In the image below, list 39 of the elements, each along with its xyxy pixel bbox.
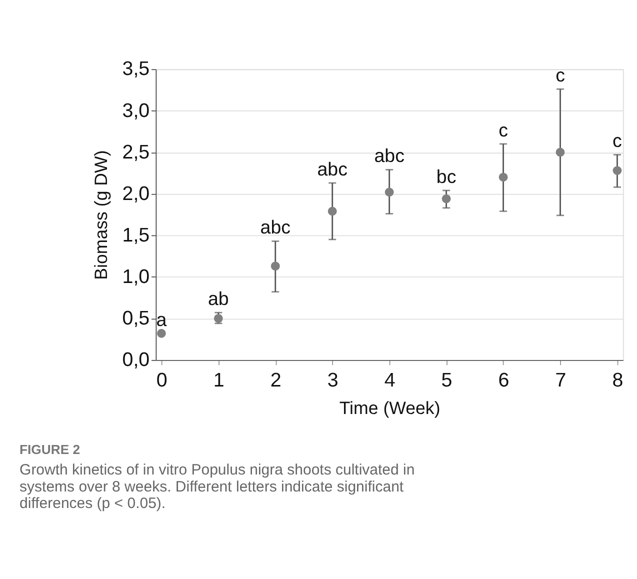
y-tick-label: 1,0	[122, 266, 150, 288]
point	[498, 172, 508, 182]
y-tick-label: 0,0	[122, 349, 150, 372]
annotation: ab	[208, 288, 229, 310]
x-tick-label: 7	[555, 370, 566, 392]
x-tick-label: 1	[213, 370, 224, 392]
x-axis-title: Time (Week)	[339, 398, 440, 418]
text: Growth kinetics of in vitro Populus nigra shoots cultivated in systems over 8 weeks. Different letters indicate significant differences (p < 0.05).	[20, 461, 415, 512]
x-tick-label: 4	[384, 370, 396, 392]
x-tick-label: 0	[156, 370, 168, 392]
annotation: abc	[317, 158, 348, 180]
x-tick-label: 8	[612, 370, 624, 392]
point	[556, 148, 565, 157]
annotation: abc	[374, 145, 404, 166]
annotation: bc	[436, 166, 456, 187]
y-tick-label: 3,0	[122, 100, 150, 122]
y-tick-label: 2,0	[122, 182, 150, 205]
y-tick-label: 1,5	[122, 224, 150, 246]
annotation: abc	[260, 216, 290, 238]
annotation: c	[556, 64, 565, 86]
y-tick-label: 2,5	[122, 141, 150, 164]
point	[270, 262, 280, 271]
x-tick-label: 5	[441, 370, 452, 392]
point	[442, 194, 451, 204]
annotation: c	[498, 119, 508, 140]
y-tick-label: 3,5	[122, 58, 150, 80]
x-tick-label: 3	[327, 370, 338, 392]
point	[156, 328, 166, 338]
annotation: c	[612, 130, 622, 152]
point	[328, 206, 337, 216]
caption: FIGURE 2	[20, 442, 80, 457]
y-axis-title: Biomass (g DW)	[91, 150, 112, 280]
point	[384, 188, 394, 197]
x-tick-label: 2	[270, 370, 282, 392]
point	[612, 166, 622, 175]
x-tick-label: 6	[498, 370, 510, 392]
point	[214, 314, 223, 323]
y-tick-label: 0,5	[122, 308, 150, 330]
annotation: a	[156, 308, 168, 330]
